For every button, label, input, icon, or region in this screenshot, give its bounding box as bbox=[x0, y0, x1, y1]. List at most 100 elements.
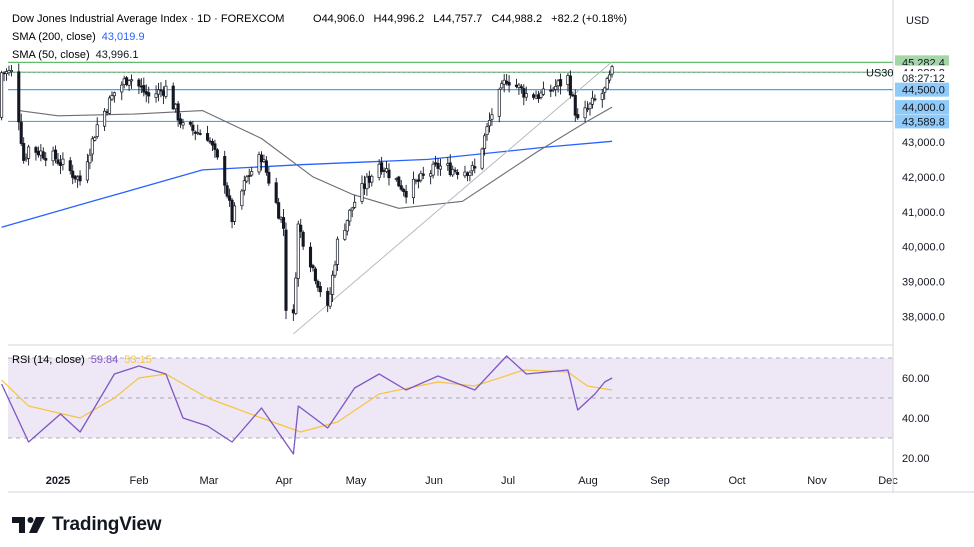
candle[interactable] bbox=[603, 86, 607, 100]
candle[interactable] bbox=[402, 187, 406, 197]
candle[interactable] bbox=[590, 90, 595, 109]
tradingview-logo[interactable]: TradingView bbox=[12, 512, 162, 538]
candle[interactable] bbox=[399, 179, 403, 192]
sma50-line[interactable] bbox=[18, 106, 613, 209]
candle[interactable] bbox=[95, 117, 99, 139]
candle[interactable] bbox=[421, 166, 425, 180]
candle[interactable] bbox=[362, 175, 367, 195]
price-tag[interactable]: 08:27:12 bbox=[895, 71, 949, 86]
candle[interactable] bbox=[41, 147, 45, 160]
candle[interactable] bbox=[267, 166, 271, 186]
candle[interactable] bbox=[257, 151, 261, 175]
candle[interactable] bbox=[453, 167, 457, 174]
candle[interactable] bbox=[34, 145, 38, 161]
candle[interactable] bbox=[473, 158, 477, 174]
candle[interactable] bbox=[179, 113, 183, 129]
candle[interactable] bbox=[208, 137, 212, 145]
candle[interactable] bbox=[497, 87, 501, 123]
candle[interactable] bbox=[593, 94, 597, 102]
candle[interactable] bbox=[505, 73, 509, 86]
candle[interactable] bbox=[318, 281, 322, 297]
candle[interactable] bbox=[245, 175, 249, 184]
candle[interactable] bbox=[416, 174, 420, 189]
candle[interactable] bbox=[419, 170, 423, 183]
candle[interactable] bbox=[171, 82, 175, 111]
candle[interactable] bbox=[44, 152, 48, 167]
candle[interactable] bbox=[0, 70, 4, 121]
candle[interactable] bbox=[279, 216, 283, 223]
candle[interactable] bbox=[93, 135, 97, 142]
candle[interactable] bbox=[313, 266, 317, 285]
candle[interactable] bbox=[448, 154, 452, 177]
candle[interactable] bbox=[485, 122, 489, 141]
candle[interactable] bbox=[164, 79, 168, 99]
candle[interactable] bbox=[554, 79, 558, 97]
candle[interactable] bbox=[76, 175, 80, 188]
candle[interactable] bbox=[456, 169, 460, 180]
candle[interactable] bbox=[524, 86, 528, 101]
candle[interactable] bbox=[205, 125, 210, 142]
candle[interactable] bbox=[2, 71, 6, 82]
candle[interactable] bbox=[380, 156, 384, 175]
candle[interactable] bbox=[370, 174, 374, 187]
candle[interactable] bbox=[159, 82, 163, 98]
candle[interactable] bbox=[296, 220, 300, 287]
candle[interactable] bbox=[215, 148, 219, 160]
candle[interactable] bbox=[463, 165, 467, 179]
candle[interactable] bbox=[223, 150, 227, 194]
candle[interactable] bbox=[608, 70, 612, 84]
candle[interactable] bbox=[568, 70, 572, 99]
candle[interactable] bbox=[588, 102, 592, 116]
candle[interactable] bbox=[154, 85, 158, 103]
candle[interactable] bbox=[228, 188, 232, 207]
candle[interactable] bbox=[480, 147, 484, 171]
price-tag[interactable]: 43,589.8 bbox=[895, 114, 949, 129]
candle[interactable] bbox=[365, 173, 369, 196]
price-tag[interactable]: 44,000.0 bbox=[895, 100, 949, 115]
candle[interactable] bbox=[142, 77, 146, 97]
candle[interactable] bbox=[225, 182, 229, 199]
candle[interactable] bbox=[551, 86, 555, 93]
candle[interactable] bbox=[259, 151, 264, 171]
candle[interactable] bbox=[210, 138, 215, 152]
candle[interactable] bbox=[414, 178, 418, 185]
candle[interactable] bbox=[232, 202, 237, 226]
candle[interactable] bbox=[335, 236, 340, 272]
candle[interactable] bbox=[68, 157, 72, 175]
candle[interactable] bbox=[470, 161, 474, 176]
candle[interactable] bbox=[316, 279, 320, 292]
candle[interactable] bbox=[51, 146, 55, 166]
candle[interactable] bbox=[240, 189, 244, 210]
candle[interactable] bbox=[429, 170, 433, 185]
price-pane[interactable] bbox=[0, 61, 893, 335]
candle[interactable] bbox=[129, 74, 134, 89]
candle[interactable] bbox=[85, 153, 89, 184]
candle[interactable] bbox=[394, 177, 398, 182]
candle[interactable] bbox=[326, 287, 330, 313]
candle[interactable] bbox=[328, 287, 332, 310]
candle[interactable] bbox=[103, 108, 107, 131]
candle[interactable] bbox=[22, 137, 26, 164]
rsi-line[interactable] bbox=[1, 355, 613, 455]
candle[interactable] bbox=[78, 170, 82, 186]
candle[interactable] bbox=[465, 171, 469, 182]
candle[interactable] bbox=[176, 100, 180, 127]
candle[interactable] bbox=[247, 168, 251, 185]
candle[interactable] bbox=[144, 84, 148, 103]
candle[interactable] bbox=[161, 86, 165, 105]
candle[interactable] bbox=[120, 81, 124, 101]
candle[interactable] bbox=[112, 91, 116, 103]
candle[interactable] bbox=[7, 65, 11, 76]
currency-label[interactable]: USD bbox=[906, 15, 929, 27]
candle[interactable] bbox=[90, 136, 94, 162]
candle[interactable] bbox=[294, 272, 298, 316]
candle[interactable] bbox=[487, 112, 492, 133]
candle[interactable] bbox=[61, 152, 65, 171]
candle[interactable] bbox=[605, 76, 609, 91]
candle[interactable] bbox=[196, 124, 200, 136]
candle[interactable] bbox=[438, 158, 443, 176]
candle[interactable] bbox=[250, 167, 254, 177]
candle[interactable] bbox=[539, 90, 543, 100]
candle[interactable] bbox=[281, 209, 286, 237]
